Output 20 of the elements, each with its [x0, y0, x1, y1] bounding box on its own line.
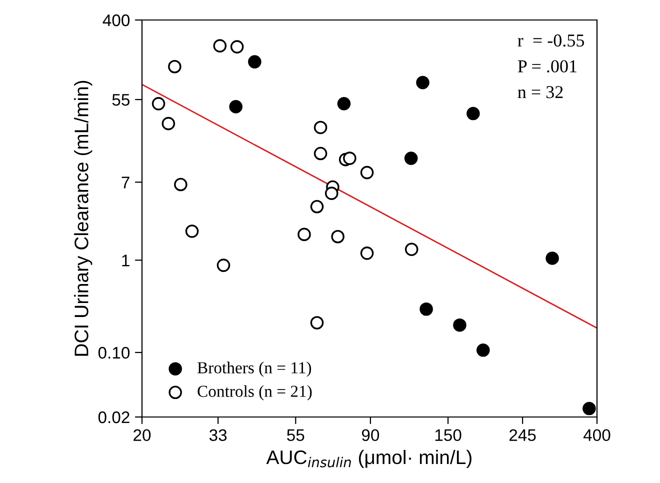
y-tick-label: 400: [102, 14, 130, 26]
y-tick-label: 7: [122, 176, 130, 188]
legend-label: Brothers (n = 11): [197, 362, 312, 377]
y-tick-label: 55: [112, 94, 130, 106]
x-tick-label: 400: [583, 429, 610, 442]
annotation: r = -0.55: [518, 34, 584, 47]
x-tick-label: 245: [509, 429, 536, 442]
y-tick-label: 0.02: [98, 411, 130, 424]
legend-label: Controls (n = 21): [198, 385, 312, 400]
y-axis-title: DCI Urinary Clearance (mL/min): [74, 80, 92, 356]
x-axis-title: AUC$_{insulin}$ (μmol· min/L): [266, 450, 472, 468]
y-tick-label: 0.10: [98, 346, 130, 359]
x-tick-label: 55: [287, 429, 304, 442]
x-tick-label: 150: [435, 429, 462, 442]
x-tick-label: 33: [209, 429, 227, 442]
y-tick-label: 1: [122, 254, 130, 266]
annotation: P = .001: [518, 60, 576, 72]
x-tick-label: 90: [362, 429, 380, 442]
annotation: n = 32: [518, 86, 563, 98]
x-tick-label: 20: [134, 429, 151, 442]
